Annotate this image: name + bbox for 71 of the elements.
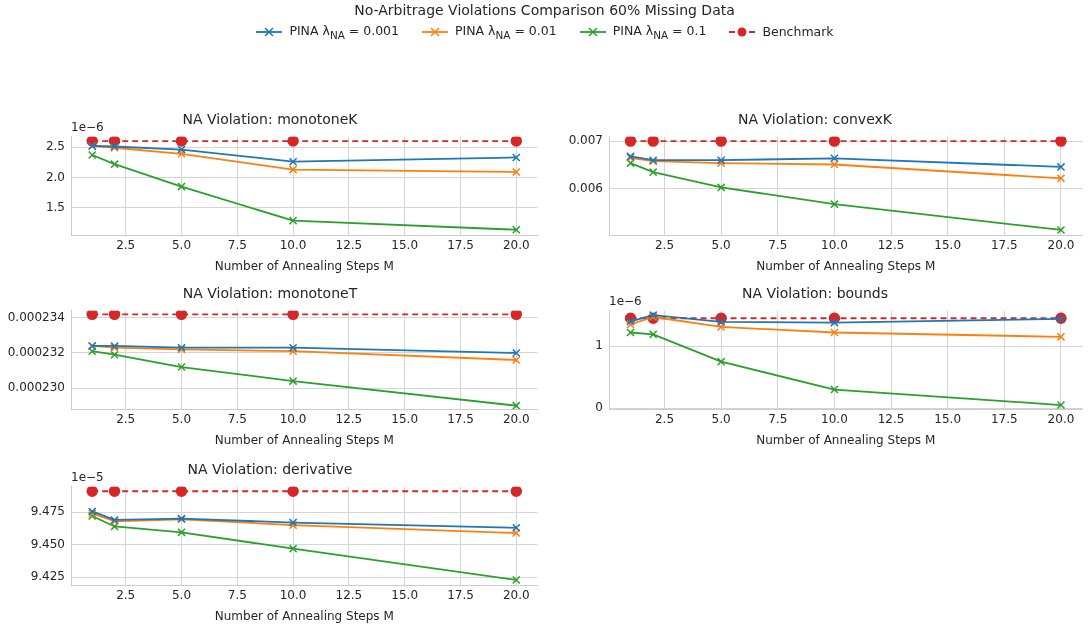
y-tick-label: 1	[595, 338, 603, 353]
x-tick-label: 7.5	[227, 237, 247, 252]
x-tick-label: 5.0	[711, 411, 731, 426]
x-tick-label: 12.5	[335, 587, 363, 602]
x-tick-label: 15.0	[391, 237, 419, 252]
x-tick-label: 10.0	[821, 411, 848, 426]
x-tick-label: 15.0	[391, 411, 419, 426]
text: No-Arbitrage Violations Comparison 60% Missing Data	[353, 2, 736, 18]
x-tick-label: 15.0	[934, 237, 962, 252]
legend-label: PINA λ$_{NA}$ = 0.01	[455, 23, 557, 41]
x-tick-label: 12.5	[335, 411, 363, 426]
x-tick-label: 5.0	[171, 237, 192, 252]
y-axis-title: 1e−5	[71, 469, 104, 484]
y-tick-label: 9.475	[30, 504, 65, 519]
x-tick-label: 5.0	[171, 587, 192, 602]
x-tick-label: 12.5	[877, 237, 905, 252]
y-tick-label: 0.000232	[7, 345, 65, 360]
x-tick-label: 15.0	[934, 411, 962, 426]
x-tick-label: 5.0	[711, 237, 731, 252]
x-tick-label: 17.5	[990, 237, 1018, 252]
x-axis-title: Number of Annealing Steps M	[756, 258, 936, 273]
x-tick-label: 10.0	[279, 587, 307, 602]
x-tick-label: 20.0	[1047, 411, 1075, 426]
x-tick-label: 7.5	[227, 411, 247, 426]
x-tick-label: 17.5	[447, 587, 474, 602]
x-tick-label: 2.5	[654, 237, 675, 252]
y-tick-label: 2.0	[45, 169, 65, 184]
x-tick-label: 15.0	[391, 587, 419, 602]
x-axis-title: Number of Annealing Steps M	[214, 608, 394, 623]
x-tick-label: 12.5	[877, 411, 905, 426]
x-tick-label: 20.0	[502, 587, 530, 602]
x-axis-title: Number of Annealing Steps M	[756, 432, 936, 447]
x-tick-label: 12.5	[335, 237, 363, 252]
y-tick-label: 2.5	[45, 139, 65, 154]
x-tick-label: 17.5	[990, 411, 1018, 426]
legend-label: PINA λ$_{NA}$ = 0.001	[289, 23, 400, 41]
chart-title: NA Violation: derivative	[187, 461, 353, 478]
x-tick-label: 7.5	[768, 237, 788, 252]
x-tick-label: 2.5	[116, 587, 136, 602]
x-tick-label: 2.5	[116, 237, 136, 252]
x-axis-title: Number of Annealing Steps M	[214, 258, 394, 273]
x-tick-label: 17.5	[447, 411, 474, 426]
y-tick-label: 9.450	[30, 536, 65, 551]
y-tick-label: 0.007	[568, 133, 603, 148]
x-tick-label: 7.5	[768, 411, 788, 426]
chart-title: NA Violation: convexK	[738, 111, 893, 128]
x-tick-label: 2.5	[116, 411, 136, 426]
x-tick-label: 10.0	[279, 411, 307, 426]
y-tick-label: 0.006	[568, 180, 603, 195]
x-tick-label: 7.5	[227, 587, 247, 602]
y-axis-title: 1e−6	[609, 293, 642, 308]
legend-label: PINA λ$_{NA}$ = 0.1	[612, 23, 707, 41]
x-tick-label: 17.5	[447, 237, 474, 252]
x-tick-label: 20.0	[502, 237, 530, 252]
x-tick-label: 20.0	[502, 411, 530, 426]
y-tick-label: 1.5	[45, 199, 65, 214]
x-tick-label: 10.0	[821, 237, 848, 252]
x-axis-title: Number of Annealing Steps M	[214, 432, 394, 447]
x-tick-label: 2.5	[654, 411, 675, 426]
chart-title: NA Violation: bounds	[741, 285, 889, 302]
y-axis-title: 1e−6	[71, 119, 104, 134]
y-tick-label: 0	[595, 400, 603, 415]
y-tick-label: 0.000230	[7, 380, 65, 395]
y-tick-label: 9.425	[30, 569, 65, 584]
x-tick-label: 20.0	[1047, 237, 1075, 252]
chart-title: NA Violation: monotoneT	[182, 285, 358, 302]
x-tick-label: 5.0	[171, 411, 192, 426]
y-tick-label: 0.000234	[7, 309, 65, 324]
x-tick-label: 10.0	[279, 237, 307, 252]
chart-title: NA Violation: monotoneK	[182, 111, 359, 128]
legend-label: Benchmark	[762, 24, 834, 40]
